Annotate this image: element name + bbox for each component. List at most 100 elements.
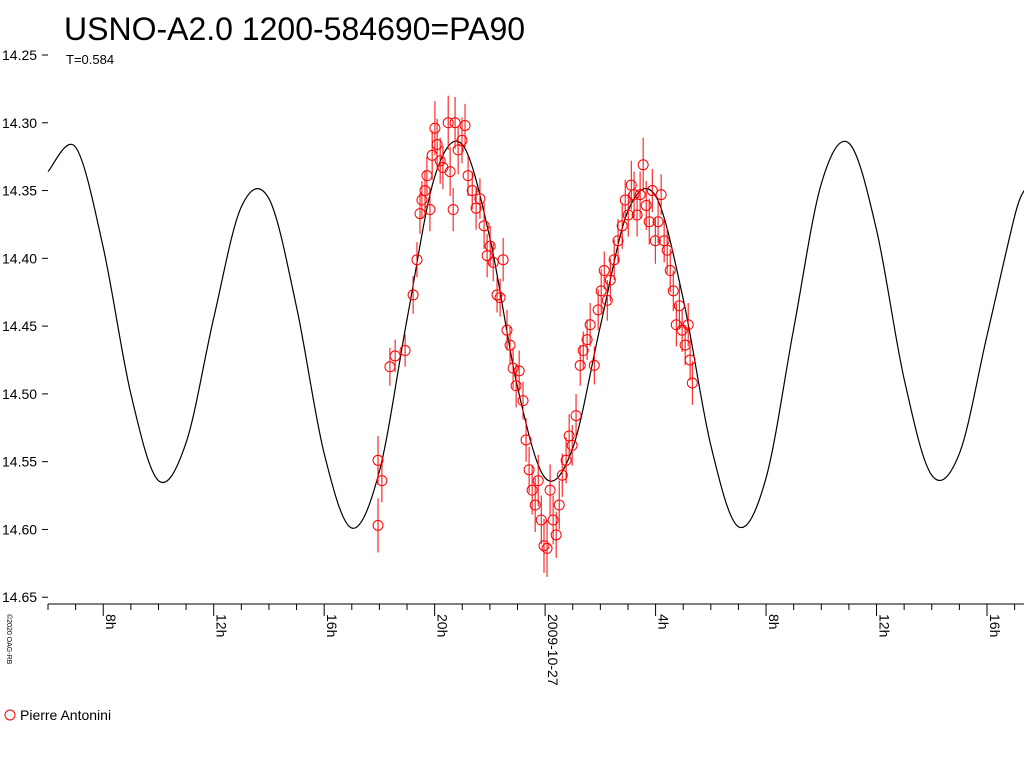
data-point (491, 289, 503, 301)
data-point (459, 119, 471, 131)
data-point (686, 377, 698, 389)
data-point (414, 208, 426, 220)
data-point (541, 542, 553, 554)
data-point (673, 300, 685, 312)
data-point (570, 410, 582, 422)
data-point (684, 354, 696, 366)
data-point (517, 395, 529, 407)
data-point (389, 350, 401, 362)
data-point (637, 159, 649, 171)
data-point (434, 155, 446, 167)
data-point (452, 144, 464, 156)
model-curve (47, 140, 1024, 529)
data-point (604, 274, 616, 286)
data-point (556, 469, 568, 481)
chart-subtitle: T=0.584 (66, 52, 114, 67)
y-tick-label: 14.45 (2, 318, 37, 334)
y-tick-label: 14.55 (2, 454, 37, 470)
data-point (466, 185, 478, 197)
data-point (507, 362, 519, 374)
data-point (661, 244, 673, 256)
data-point (631, 209, 643, 221)
y-tick-label: 14.65 (2, 589, 37, 605)
data-point (449, 117, 461, 129)
data-point (470, 202, 482, 214)
data-point (649, 235, 661, 247)
data-point (532, 475, 544, 487)
data-point (595, 285, 607, 297)
data-point (634, 189, 646, 201)
x-tick-label: 8h (766, 614, 782, 630)
data-point (510, 380, 522, 392)
data-point (652, 216, 664, 228)
y-tick-label: 14.60 (2, 521, 37, 537)
data-point (655, 189, 667, 201)
data-point (547, 514, 559, 526)
data-point (520, 434, 532, 446)
data-point (372, 454, 384, 466)
data-point (484, 240, 496, 252)
data-point (643, 216, 655, 228)
data-point (598, 265, 610, 277)
data-point (442, 117, 454, 129)
y-tick-label: 14.50 (2, 386, 37, 402)
data-point (513, 365, 525, 377)
data-point (372, 519, 384, 531)
data-point (646, 185, 658, 197)
data-point (676, 324, 688, 336)
y-tick-label: 14.30 (2, 115, 37, 131)
data-point (431, 138, 443, 150)
data-point (581, 334, 593, 346)
chart-title: USNO-A2.0 1200-584690=PA90 (64, 11, 525, 47)
data-point (622, 209, 634, 221)
data-point (478, 220, 490, 232)
data-point (619, 194, 631, 206)
data-point (616, 220, 628, 232)
data-point (376, 475, 388, 487)
data-point (640, 199, 652, 211)
data-point (544, 484, 556, 496)
data-point (667, 285, 679, 297)
x-tick-label: 12h (877, 614, 893, 637)
data-point (504, 339, 516, 351)
data-point (444, 166, 456, 178)
data-point (612, 235, 624, 247)
data-point (577, 345, 589, 357)
data-point (487, 256, 499, 268)
data-point (529, 499, 541, 511)
data-point (574, 359, 586, 371)
data-point (399, 345, 411, 357)
y-tick-label: 14.35 (2, 183, 37, 199)
data-point (411, 254, 423, 266)
data-point (474, 193, 486, 205)
data-point (550, 529, 562, 541)
data-point (538, 540, 550, 552)
data-point (447, 204, 459, 216)
y-tick-label: 14.25 (2, 47, 37, 63)
data-point (592, 304, 604, 316)
data-point (429, 122, 441, 134)
data-point (560, 454, 572, 466)
data-point (566, 439, 578, 451)
data-point (628, 189, 640, 201)
credit: ©2020 OAG-RB (5, 614, 13, 665)
data-point (462, 170, 474, 182)
data-point (588, 359, 600, 371)
x-tick-label: 12h (214, 614, 230, 637)
data-point (664, 265, 676, 277)
x-tick-label: 16h (324, 614, 340, 637)
legend-label: Pierre Antonini (20, 707, 111, 723)
data-point (501, 324, 513, 336)
x-tick-label: 8h (103, 614, 119, 630)
x-tick-label: 16h (987, 614, 1003, 637)
data-point (407, 289, 419, 301)
legend-marker (4, 709, 16, 721)
data-point (553, 499, 565, 511)
data-point (584, 319, 596, 331)
data-point (682, 319, 694, 331)
data-point (523, 464, 535, 476)
data-point (601, 294, 613, 306)
x-tick-label: 2009-10-27 (545, 614, 561, 686)
